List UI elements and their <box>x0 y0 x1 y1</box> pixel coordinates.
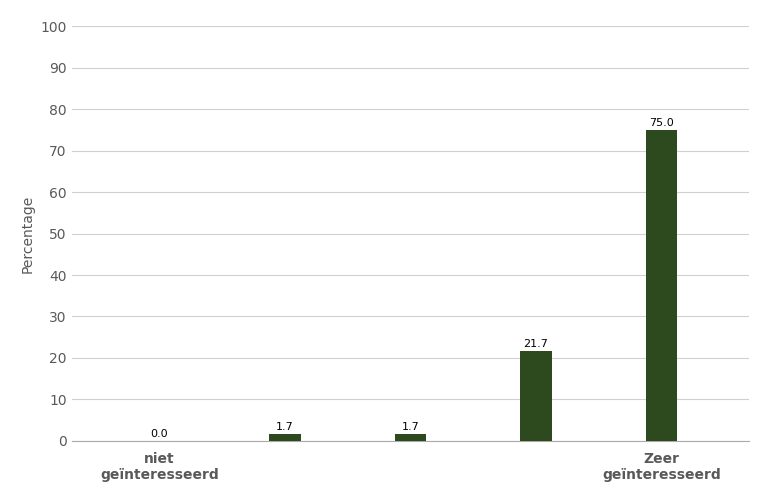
Bar <box>395 434 426 441</box>
Bar <box>270 434 300 441</box>
Text: 0.0: 0.0 <box>151 429 169 439</box>
Text: 1.7: 1.7 <box>276 422 294 432</box>
Text: 75.0: 75.0 <box>649 118 674 128</box>
Y-axis label: Percentage: Percentage <box>21 195 35 273</box>
Bar <box>646 130 677 441</box>
Text: 21.7: 21.7 <box>524 339 548 349</box>
Bar <box>521 351 551 441</box>
Text: 1.7: 1.7 <box>401 422 420 432</box>
